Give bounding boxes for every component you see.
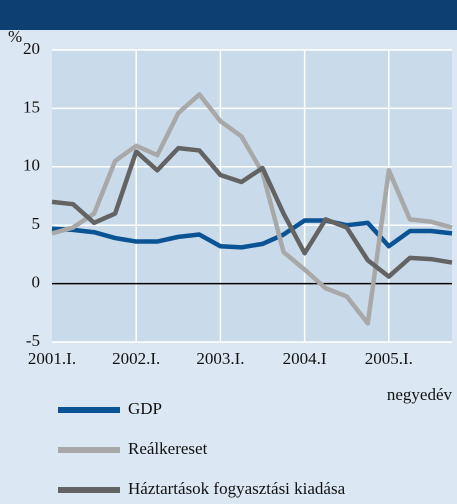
x-axis-label: negyedév [387,385,453,404]
x-tick-label: 2005.I. [365,349,413,368]
y-tick-label: -5 [26,331,40,350]
y-tick-label: 5 [32,214,41,233]
plot-area [52,50,452,342]
series-line [51,92,453,326]
legend-label: Reálkereset [128,439,208,458]
x-tick-label: 2001.I. [28,349,76,368]
legend-label: Háztartások fogyasztási kiadása [128,479,346,498]
y-tick-label: 15 [23,97,40,116]
y-tick-label: 20 [23,39,40,58]
series-line [51,145,453,279]
y-tick-label: 0 [32,273,41,292]
x-tick-label: 2002.I. [112,349,160,368]
series-line [51,218,453,250]
header-band [0,0,457,30]
y-tick-label: 10 [23,156,40,175]
x-tick-label: 2004.I [283,349,327,368]
legend-label: GDP [128,399,162,418]
y-unit: % [8,27,22,46]
x-tick-label: 2003.I. [196,349,244,368]
